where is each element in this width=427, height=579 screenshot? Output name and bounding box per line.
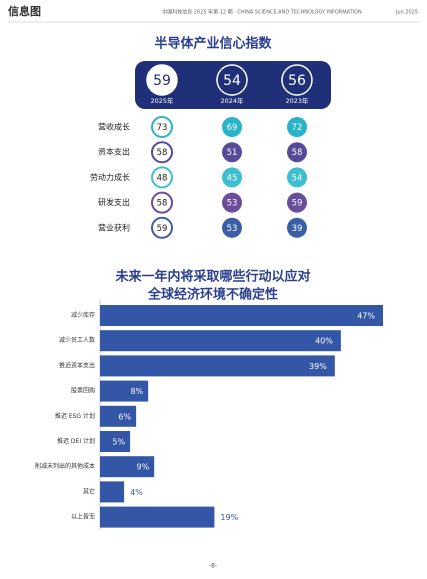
value-label: 5% [112,438,125,447]
row-label: 营业获利 [98,222,130,232]
page-number: -8- [209,563,217,570]
bar [100,330,341,352]
category-label: 推迟 ESG 计划 [55,412,95,420]
index-value: 48 [157,173,168,183]
index-value: 53 [227,199,238,209]
overall-value: 59 [153,73,171,89]
index-value: 58 [157,199,168,209]
bar [100,506,215,528]
issue-date: Jun.2025 [395,10,418,16]
index-circle [222,142,242,163]
index-circle [287,142,307,163]
category-label: 推迟资本支出 [59,361,95,369]
index-value: 53 [227,224,238,234]
value-label: 8% [130,387,143,396]
index-circle [222,192,242,213]
overall-circle [216,64,248,96]
index-circle [151,166,173,189]
index-circle [151,116,173,138]
bar [100,481,125,503]
index-value: 72 [292,123,303,133]
chart-title: 未来一年内将采取哪些行动以应对 [114,269,310,285]
value-label: 4% [130,488,143,497]
value-label: 39% [309,362,327,371]
row-label: 劳动力成长 [90,172,130,182]
value-label: 19% [220,513,238,522]
overall-value: 56 [288,73,306,89]
index-value: 59 [157,224,168,234]
index-circle [151,216,173,239]
bar [100,405,137,427]
bar [100,355,335,377]
category-label: 削减未列出的其他成本 [35,462,95,470]
index-value: 45 [227,173,238,183]
index-circle [222,117,242,137]
bar [100,380,149,402]
index-circle [222,217,242,238]
index-value: 39 [292,224,303,234]
section-label: 信息图 [8,4,41,18]
journal-info: 中国科技信息 2025 年第 12 期 · CHINA SCIENCE AND … [162,9,362,16]
bar [100,305,383,326]
index-value: 51 [227,148,238,158]
index-value: 73 [157,123,168,133]
index-circle [222,167,242,188]
category-label: 以上皆无 [71,513,95,521]
value-label: 47% [357,312,375,321]
category-label: 减少库存 [71,311,95,319]
overall-circle [146,64,178,96]
chart-title: 全球经济环境不确定性 [147,287,278,303]
category-label: 其它 [83,487,95,495]
category-label: 推迟 DEI 计划 [57,437,95,445]
index-value: 58 [157,148,168,158]
row-label: 资本支出 [98,147,130,157]
index-value: 58 [292,148,303,158]
index-circle [287,217,307,238]
category-label: 减少员工人数 [59,336,95,344]
index-circle [287,167,307,188]
index-value: 69 [227,123,238,133]
overall-circle [281,64,313,96]
row-label: 研发支出 [98,197,130,207]
index-title: 半导体产业信心指数 [154,36,272,52]
overall-year: 2024年 [220,96,244,105]
value-label: 6% [118,412,131,421]
category-label: 股票回购 [71,387,95,395]
index-value: 54 [292,173,303,183]
index-circle [287,117,307,137]
index-circle [287,192,307,213]
index-circle [151,191,173,214]
bar [100,456,155,478]
index-value: 59 [292,199,303,209]
value-label: 9% [136,463,149,472]
row-label: 营收成长 [98,122,130,132]
overall-value: 54 [223,73,241,89]
overall-year: 2023年 [285,96,309,105]
overall-year: 2025年 [150,96,174,105]
value-label: 40% [315,337,333,346]
index-circle [151,141,173,164]
bar [100,431,131,452]
